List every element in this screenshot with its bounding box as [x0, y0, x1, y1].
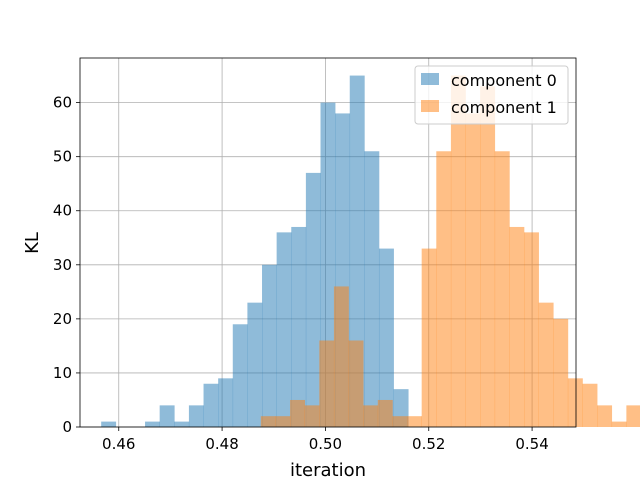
- histogram-bar-series-0-bin-0: [101, 421, 117, 427]
- y-tick-label-1: 10: [53, 364, 72, 382]
- histogram-bar-series-0-bin-18: [364, 151, 380, 427]
- histogram-bar-series-1-bin-25: [626, 405, 640, 427]
- histogram-bar-series-0-bin-10: [247, 302, 263, 427]
- histogram-bar-series-0-bin-3: [145, 421, 160, 427]
- histogram-bar-series-1-bin-1: [275, 416, 291, 427]
- legend-swatch-component-1: [421, 100, 439, 112]
- histogram-bar-series-0-bin-13: [291, 226, 307, 427]
- x-tick-label-3: 0.52: [412, 435, 445, 453]
- histogram-bar-series-1-bin-13: [450, 75, 466, 428]
- histogram-bar-series-0-bin-8: [218, 378, 234, 427]
- histogram-bar-series-1-bin-10: [407, 416, 422, 427]
- histogram-bar-series-0-bin-9: [232, 324, 248, 427]
- legend-box: [414, 65, 569, 125]
- histogram-bar-series-0-bin-4: [159, 405, 175, 427]
- histogram-bar-series-1-bin-6: [348, 340, 364, 427]
- legend-label-component-1: component 1: [451, 98, 557, 117]
- histogram-bar-series-0-bin-14: [305, 172, 321, 427]
- x-tick-label-4: 0.54: [515, 435, 548, 453]
- x-axis-label: iteration: [290, 460, 366, 480]
- histogram-bar-series-1-bin-21: [567, 378, 583, 427]
- legend-swatch-component-0: [421, 73, 439, 85]
- histogram-bar-series-1-bin-3: [304, 405, 320, 427]
- y-tick-label-4: 40: [53, 202, 72, 220]
- histogram-bar-series-1-bin-0: [260, 416, 276, 427]
- histogram-bar-series-1-bin-19: [538, 302, 554, 427]
- histogram-bar-series-1-bin-2: [290, 399, 305, 427]
- histogram-bar-series-1-bin-24: [611, 421, 627, 427]
- histogram-bars: [101, 75, 640, 428]
- x-tick-label-0: 0.46: [102, 435, 135, 453]
- y-tick-label-5: 50: [53, 148, 72, 166]
- x-tick-label-2: 0.50: [309, 435, 342, 453]
- histogram-bar-series-1-bin-7: [363, 405, 379, 427]
- legend-label-component-0: component 0: [451, 71, 557, 90]
- histogram-bar-series-1-bin-16: [494, 151, 510, 427]
- y-tick-label-2: 20: [53, 310, 72, 328]
- histogram-bar-series-0-bin-6: [188, 405, 204, 427]
- histogram-bar-series-1-bin-5: [333, 286, 349, 427]
- histogram-bar-series-0-bin-7: [203, 383, 219, 427]
- histogram-bar-series-0-bin-11: [262, 264, 277, 427]
- histogram-bar-series-1-bin-12: [436, 151, 452, 427]
- axis-ticks: 0.46 0.48 0.50 0.52 0.54 0 10 20 30 40 50 60: [53, 94, 549, 453]
- histogram-bar-series-1-bin-20: [553, 318, 569, 427]
- y-tick-label-6: 60: [53, 94, 72, 112]
- histogram-bar-series-1-bin-18: [524, 232, 539, 427]
- histogram-bar-series-0-bin-5: [174, 421, 190, 427]
- histogram-bar-series-1-bin-14: [465, 113, 481, 428]
- histogram-bar-series-0-bin-17: [349, 75, 365, 428]
- y-axis-label: KL: [22, 232, 43, 254]
- y-tick-label-0: 0: [62, 418, 72, 436]
- histogram-bar-series-1-bin-8: [377, 399, 393, 427]
- x-tick-label-1: 0.48: [205, 435, 238, 453]
- histogram-bar-series-1-bin-9: [392, 416, 408, 427]
- histogram-bar-series-1-bin-23: [597, 405, 613, 427]
- legend: component 0 component 1: [414, 65, 569, 125]
- histogram-bar-series-0-bin-19: [378, 248, 394, 427]
- histogram-bar-series-1-bin-4: [319, 340, 335, 427]
- y-tick-label-3: 30: [53, 256, 72, 274]
- histogram-bar-series-0-bin-12: [276, 232, 292, 427]
- histogram-bar-series-1-bin-11: [421, 248, 437, 427]
- histogram-bar-series-1-bin-15: [480, 86, 496, 427]
- histogram-bar-series-1-bin-17: [509, 226, 525, 427]
- histogram-bar-series-1-bin-22: [582, 383, 598, 427]
- plot-area-frame: [79, 57, 577, 428]
